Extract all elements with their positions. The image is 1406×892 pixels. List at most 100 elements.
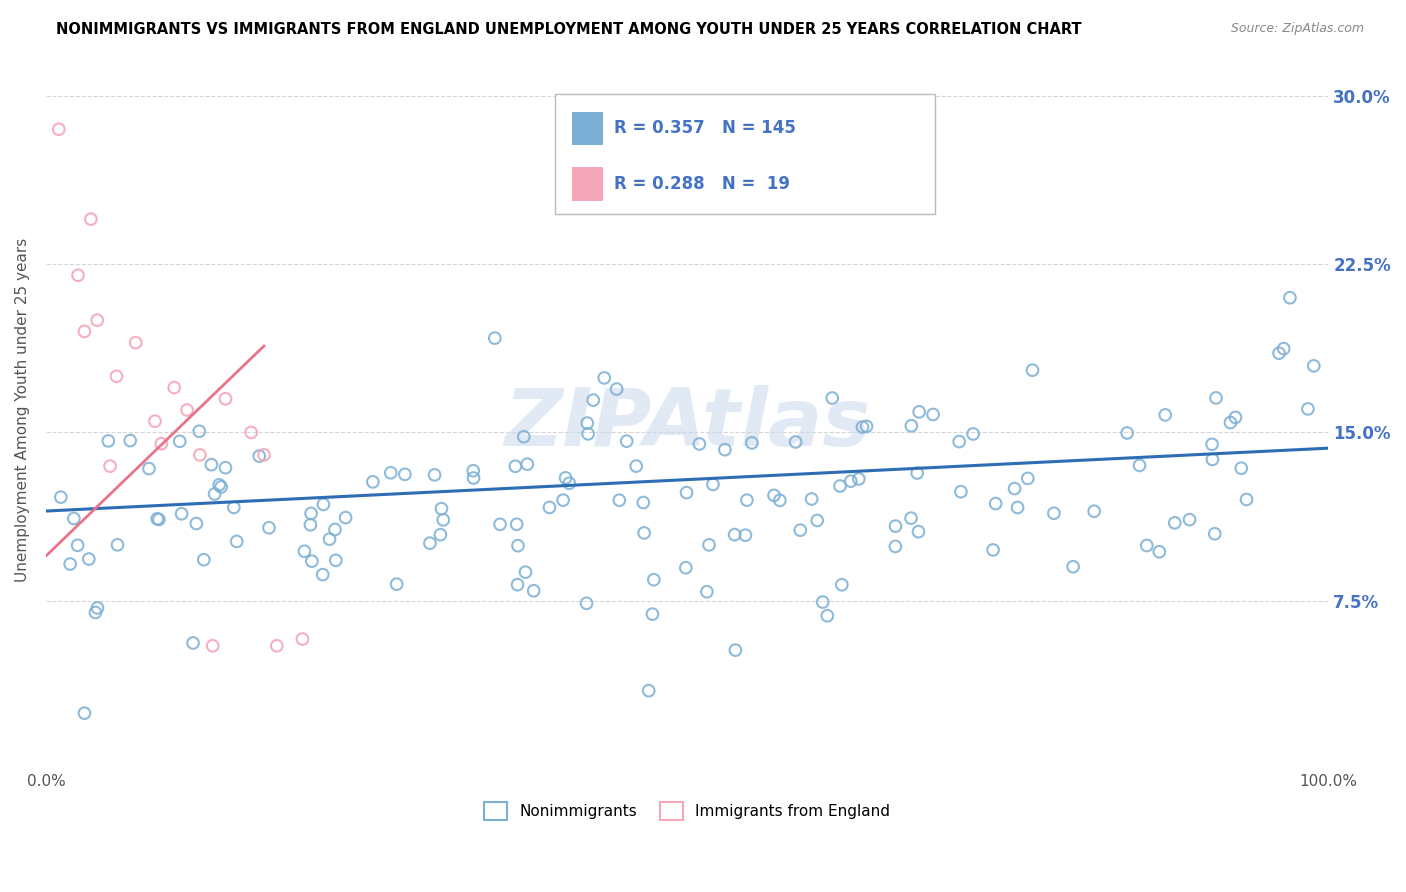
Point <box>266 639 288 653</box>
Point <box>80 212 103 227</box>
Point <box>558 476 581 491</box>
Point <box>769 493 792 508</box>
Point <box>616 434 638 449</box>
Point <box>429 527 451 541</box>
Point <box>624 459 647 474</box>
Point <box>49 490 72 504</box>
Point <box>506 577 529 591</box>
Point <box>120 434 142 448</box>
Point <box>176 403 198 417</box>
Point <box>884 540 907 554</box>
Point <box>225 534 247 549</box>
Point <box>675 560 697 574</box>
Point <box>515 565 537 579</box>
Point <box>637 683 659 698</box>
Point <box>948 434 970 449</box>
Point <box>1004 482 1026 496</box>
Point <box>423 467 446 482</box>
Point <box>299 517 322 532</box>
Point <box>643 573 665 587</box>
Point <box>1178 513 1201 527</box>
Point <box>785 434 807 449</box>
Point <box>209 480 232 494</box>
Point <box>66 538 89 552</box>
Point <box>301 554 323 568</box>
Point <box>900 511 922 525</box>
Point <box>77 552 100 566</box>
Point <box>815 608 838 623</box>
Point <box>696 584 718 599</box>
Point <box>484 331 506 345</box>
Point <box>821 391 844 405</box>
Point <box>148 512 170 526</box>
Point <box>1116 425 1139 440</box>
Point <box>169 434 191 449</box>
Point <box>538 500 561 515</box>
Legend: Nonimmigrants, Immigrants from England: Nonimmigrants, Immigrants from England <box>478 796 896 826</box>
Point <box>884 519 907 533</box>
Point <box>188 448 211 462</box>
Point <box>98 459 121 474</box>
Point <box>806 513 828 527</box>
Point <box>107 538 129 552</box>
Text: R = 0.288   N =  19: R = 0.288 N = 19 <box>614 175 790 193</box>
Point <box>1219 416 1241 430</box>
Point <box>463 471 485 485</box>
Point <box>63 511 86 525</box>
Point <box>325 553 347 567</box>
Point <box>763 488 786 502</box>
Point <box>554 471 576 485</box>
Point <box>419 536 441 550</box>
Point <box>553 493 575 508</box>
Point <box>839 474 862 488</box>
Text: Source: ZipAtlas.com: Source: ZipAtlas.com <box>1230 22 1364 36</box>
Point <box>741 435 763 450</box>
Point <box>208 478 231 492</box>
Point <box>170 507 193 521</box>
Text: R = 0.357   N = 145: R = 0.357 N = 145 <box>614 120 796 137</box>
Point <box>714 442 737 457</box>
Point <box>734 528 756 542</box>
Point <box>505 517 527 532</box>
Point <box>828 479 851 493</box>
Point <box>962 427 984 442</box>
Point <box>240 425 263 440</box>
Point <box>186 516 208 531</box>
Point <box>430 501 453 516</box>
Point <box>506 539 529 553</box>
Point <box>214 460 236 475</box>
Point <box>1201 437 1223 451</box>
Point <box>505 459 527 474</box>
Point <box>949 484 972 499</box>
Point <box>905 466 928 480</box>
Point <box>606 382 628 396</box>
Point <box>724 643 747 657</box>
Point <box>97 434 120 448</box>
Point <box>907 524 929 539</box>
Point <box>900 418 922 433</box>
Point <box>1017 471 1039 485</box>
Point <box>204 487 226 501</box>
Point <box>702 477 724 491</box>
Point <box>188 424 211 438</box>
Point <box>257 521 280 535</box>
Point <box>1043 506 1066 520</box>
Point <box>855 419 877 434</box>
Point <box>394 467 416 482</box>
Point <box>1136 539 1159 553</box>
Point <box>1272 342 1295 356</box>
Point <box>723 527 745 541</box>
Point <box>299 507 322 521</box>
Point <box>193 552 215 566</box>
Point <box>1278 291 1301 305</box>
Point <box>432 513 454 527</box>
Point <box>146 512 169 526</box>
Point <box>851 420 873 434</box>
Point <box>1205 391 1227 405</box>
Point <box>1128 458 1150 473</box>
Point <box>1201 452 1223 467</box>
Point <box>73 325 96 339</box>
Point <box>1302 359 1324 373</box>
Point <box>789 523 811 537</box>
Point <box>848 472 870 486</box>
